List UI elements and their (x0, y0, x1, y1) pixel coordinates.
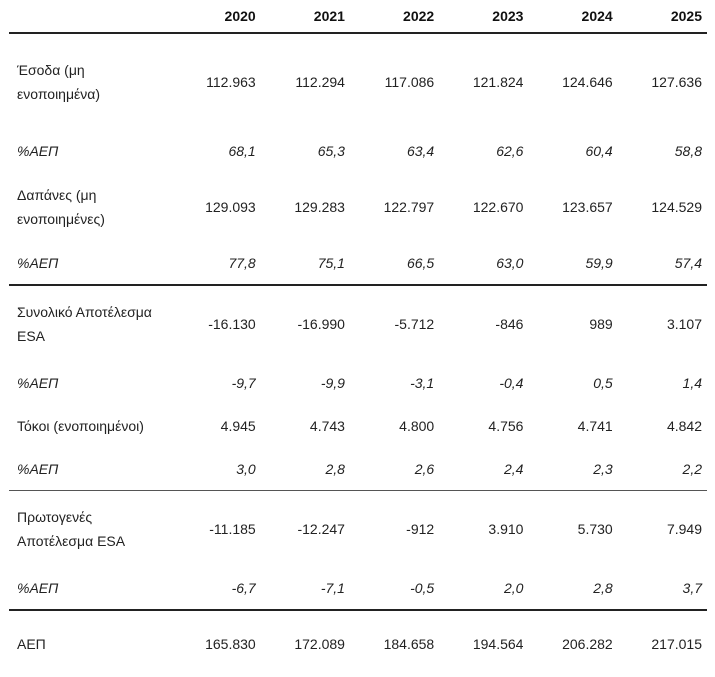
table-row-revenue-pct: %ΑΕΠ 68,1 65,3 63,4 62,6 60,4 58,8 (9, 130, 707, 172)
cell-value: -5.712 (394, 316, 435, 332)
row-label: Πρωτογενές Αποτέλεσμα ESA (17, 509, 126, 549)
cell-value: -16.990 (297, 316, 345, 332)
table-row-primary-balance-pct: %ΑΕΠ -6,7 -7,1 -0,5 2,0 2,8 3,7 (9, 567, 707, 610)
cell-value: 112.963 (206, 74, 256, 90)
fiscal-table: 2020 2021 2022 2023 2024 2025 Έσοδα (μη … (9, 0, 707, 677)
cell-value: 2,2 (682, 461, 702, 477)
cell-value: 127.636 (651, 74, 702, 90)
cell-value: 124.529 (651, 199, 702, 215)
row-label: %ΑΕΠ (17, 580, 59, 596)
row-label: Δαπάνες (μη ενοποιημένες) (17, 187, 105, 227)
cell-value: 3,0 (236, 461, 256, 477)
cell-value: 129.283 (294, 199, 345, 215)
year-header: 2025 (670, 8, 702, 24)
cell-value: 57,4 (674, 255, 702, 271)
cell-value: 5.730 (577, 521, 613, 537)
cell-value: -11.185 (209, 521, 256, 537)
cell-value: 121.824 (472, 74, 524, 90)
cell-value: 112.294 (295, 74, 345, 90)
cell-value: 60,4 (585, 143, 613, 159)
cell-value: 4.743 (309, 418, 345, 434)
table-row-primary-balance: Πρωτογενές Αποτέλεσμα ESA -11.185 -12.24… (9, 490, 707, 568)
cell-value: 3.107 (666, 316, 702, 332)
cell-value: 194.564 (472, 636, 524, 652)
cell-value: 184.658 (383, 636, 435, 652)
cell-value: 124.646 (562, 74, 613, 90)
cell-value: 4.945 (220, 418, 256, 434)
cell-value: 2,0 (503, 580, 524, 596)
cell-value: 2,4 (503, 461, 524, 477)
year-header: 2020 (224, 8, 256, 24)
row-label: %ΑΕΠ (17, 461, 59, 477)
cell-value: 59,9 (585, 255, 613, 271)
cell-value: 217.015 (651, 636, 702, 652)
cell-value: 4.756 (488, 418, 524, 434)
cell-value: -9,7 (231, 375, 256, 391)
cell-value: -16.130 (208, 316, 256, 332)
cell-value: -7,1 (320, 580, 345, 596)
year-header: 2024 (581, 8, 613, 24)
cell-value: 2,8 (325, 461, 345, 477)
cell-value: 75,1 (317, 255, 345, 271)
year-header: 2023 (492, 8, 524, 24)
year-header: 2021 (313, 8, 345, 24)
cell-value: 4.741 (577, 418, 613, 434)
table-row-revenue: Έσοδα (μη ενοποιημένα) 112.963 112.294 1… (9, 33, 707, 130)
cell-value: -6,7 (231, 580, 256, 596)
cell-value: 63,0 (496, 255, 524, 271)
cell-value: -9,9 (320, 375, 345, 391)
row-label: %ΑΕΠ (17, 255, 59, 271)
table-row-esa-balance-pct: %ΑΕΠ -9,7 -9,9 -3,1 -0,4 0,5 1,4 (9, 362, 707, 404)
cell-value: -12.247 (297, 521, 345, 537)
table-row-gdp: ΑΕΠ 165.830 172.089 184.658 194.564 206.… (9, 610, 707, 677)
cell-value: 4.800 (399, 418, 435, 434)
cell-value: 7.949 (666, 521, 702, 537)
cell-value: 58,8 (674, 143, 702, 159)
cell-value: 165.830 (205, 636, 256, 652)
cell-value: 2,3 (593, 461, 613, 477)
cell-value: 117.086 (384, 74, 435, 90)
cell-value: 63,4 (406, 143, 435, 159)
cell-value: 4.842 (666, 418, 702, 434)
cell-value: -912 (406, 521, 435, 537)
cell-value: 122.797 (383, 199, 435, 215)
row-label: %ΑΕΠ (17, 143, 59, 159)
row-label: ΑΕΠ (17, 636, 46, 652)
cell-value: -3,1 (410, 375, 435, 391)
table-row-esa-balance: Συνολικό Αποτέλεσμα ESA -16.130 -16.990 … (9, 285, 707, 362)
table-row-expenditure-pct: %ΑΕΠ 77,8 75,1 66,5 63,0 59,9 57,4 (9, 242, 707, 285)
row-label: Έσοδα (μη ενοποιημένα) (17, 62, 101, 102)
row-label: Τόκοι (ενοποιημένοι) (17, 418, 144, 434)
cell-value: 129.093 (205, 199, 256, 215)
cell-value: 3.910 (488, 521, 524, 537)
table-row-interest-pct: %ΑΕΠ 3,0 2,8 2,6 2,4 2,3 2,2 (9, 448, 707, 491)
cell-value: 0,5 (593, 375, 613, 391)
cell-value: 122.670 (472, 199, 524, 215)
cell-value: -0,5 (410, 580, 435, 596)
year-header: 2022 (403, 8, 435, 24)
cell-value: -0,4 (499, 375, 524, 391)
table-row-expenditure: Δαπάνες (μη ενοποιημένες) 129.093 129.28… (9, 172, 707, 242)
cell-value: 68,1 (228, 143, 256, 159)
cell-value: 989 (589, 316, 613, 332)
table-row-interest: Τόκοι (ενοποιημένοι) 4.945 4.743 4.800 4… (9, 404, 707, 448)
cell-value: 172.089 (294, 636, 345, 652)
cell-value: 123.657 (562, 199, 613, 215)
cell-value: -846 (495, 316, 524, 332)
cell-value: 66,5 (406, 255, 435, 271)
cell-value: 2,6 (414, 461, 435, 477)
cell-value: 2,8 (593, 580, 613, 596)
cell-value: 206.282 (562, 636, 613, 652)
row-label: Συνολικό Αποτέλεσμα ESA (17, 304, 152, 344)
header-row: 2020 2021 2022 2023 2024 2025 (9, 0, 707, 33)
header-label-cell (9, 0, 171, 33)
cell-value: 3,7 (682, 580, 702, 596)
cell-value: 1,4 (682, 375, 702, 391)
row-label: %ΑΕΠ (17, 375, 59, 391)
cell-value: 62,6 (496, 143, 524, 159)
cell-value: 65,3 (317, 143, 345, 159)
cell-value: 77,8 (228, 255, 256, 271)
